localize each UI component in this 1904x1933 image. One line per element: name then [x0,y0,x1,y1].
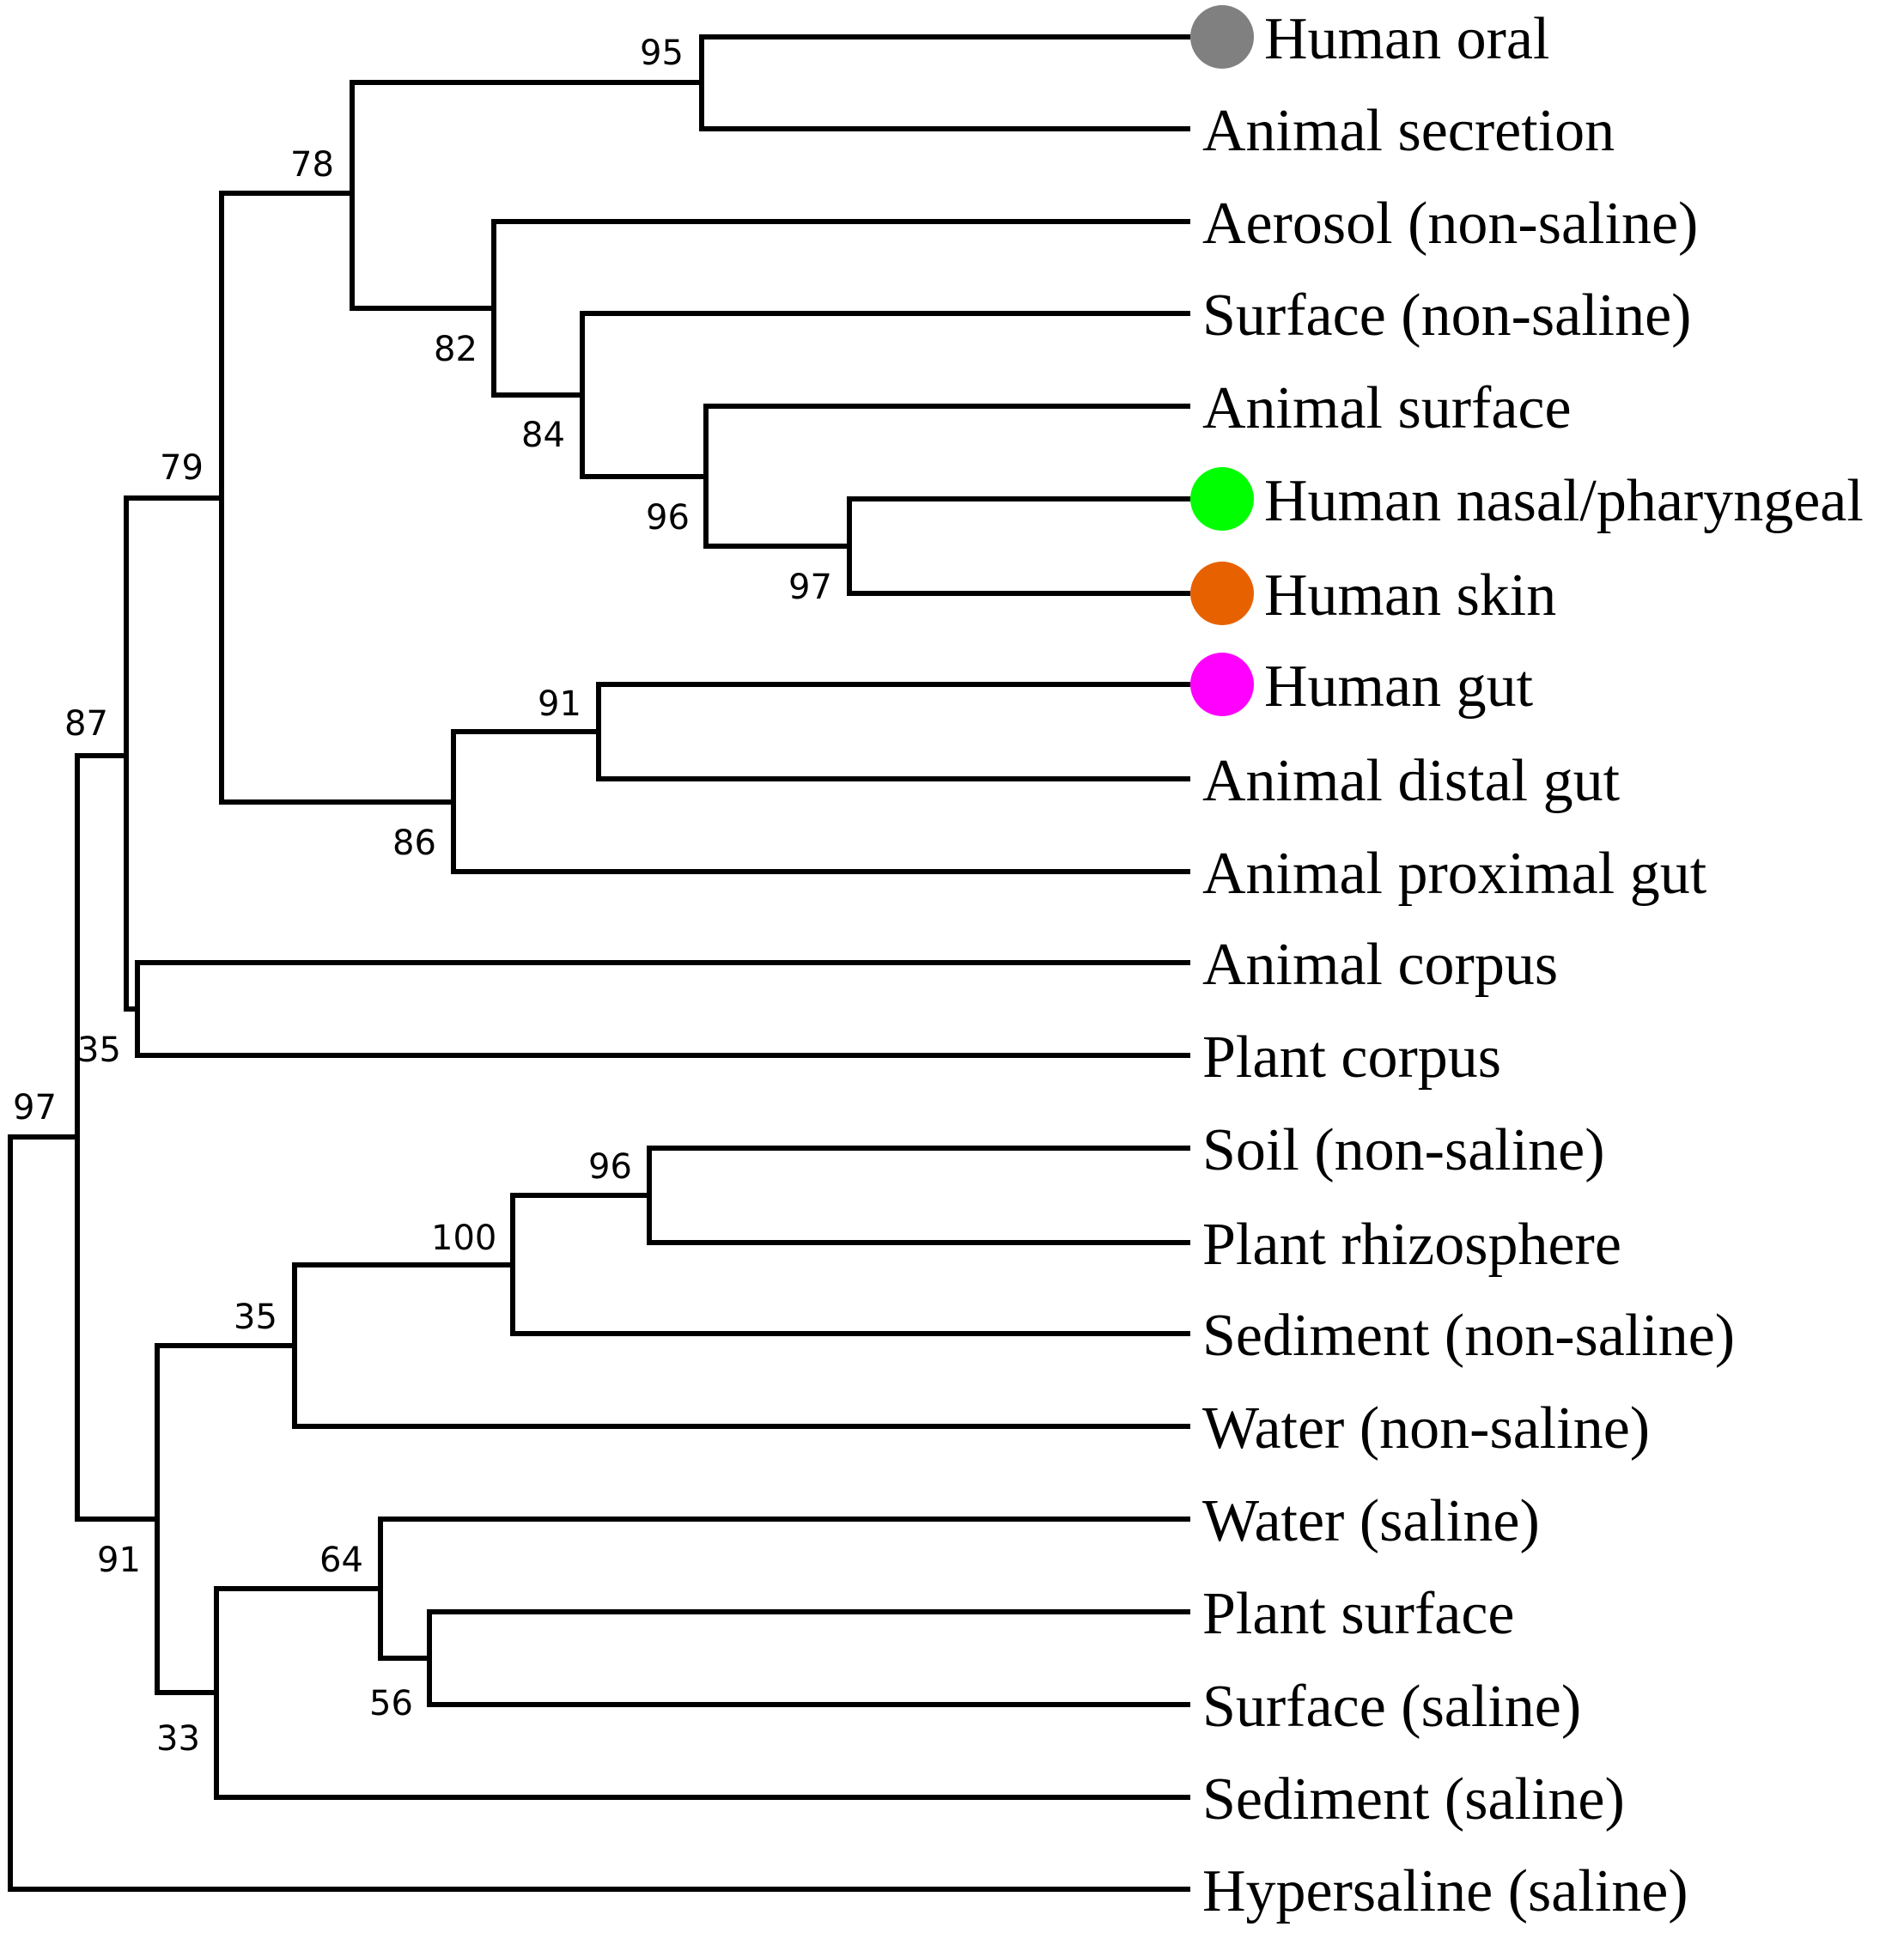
support-96a: 96 [646,498,690,538]
marker-human-oral [1190,5,1254,69]
support-64: 64 [319,1541,363,1580]
internal-branches [8,34,852,1892]
leaf-label-plant-corpus: Plant corpus [1202,1024,1501,1091]
support-82: 82 [434,330,478,369]
support-35b: 35 [234,1298,277,1337]
marker-human-skin [1190,562,1254,625]
leaf-labels: Human oral Animal secretion Aerosol (non… [1202,6,1864,1924]
leaf-label-aerosol-non-saline: Aerosol (non-saline) [1202,191,1698,257]
leaf-label-surface-saline: Surface (saline) [1202,1674,1581,1740]
support-84: 84 [521,416,565,455]
support-91a: 91 [538,684,581,724]
support-97b: 97 [13,1088,57,1128]
support-91b: 91 [97,1541,141,1580]
leaf-label-animal-corpus: Animal corpus [1202,932,1558,998]
leaf-label-water-non-saline: Water (non-saline) [1202,1395,1650,1462]
leaf-label-surface-non-saline: Surface (non-saline) [1202,283,1691,349]
leaf-label-sediment-non-saline: Sediment (non-saline) [1202,1303,1735,1369]
leaf-markers [1190,5,1254,716]
support-100: 100 [431,1219,496,1258]
support-78: 78 [290,145,334,185]
leaf-label-plant-rhizosphere: Plant rhizosphere [1202,1212,1621,1278]
support-96b: 96 [588,1147,632,1187]
leaf-label-hypersaline-saline: Hypersaline (saline) [1202,1858,1688,1924]
leaf-label-animal-proximal-gut: Animal proximal gut [1202,841,1707,907]
leaf-label-animal-distal-gut: Animal distal gut [1202,748,1621,814]
leaf-label-soil-non-saline: Soil (non-saline) [1202,1117,1605,1183]
leaf-label-human-nasal-pharyngeal: Human nasal/pharyngeal [1264,468,1864,534]
support-86: 86 [392,824,436,863]
support-56: 56 [369,1684,413,1723]
leaf-label-sediment-saline: Sediment (saline) [1202,1766,1625,1833]
support-79: 79 [160,448,204,488]
leaf-label-human-oral: Human oral [1264,6,1549,72]
leaf-label-water-saline: Water (saline) [1202,1488,1540,1554]
tip-branches [8,34,1190,1892]
support-35a: 35 [77,1030,121,1070]
support-87: 87 [64,704,108,744]
support-33: 33 [156,1719,200,1759]
support-97a: 97 [788,568,832,607]
leaf-label-human-gut: Human gut [1264,653,1534,720]
leaf-label-animal-surface: Animal surface [1202,375,1572,441]
marker-human-gut [1190,653,1254,716]
support-95: 95 [640,33,684,73]
leaf-label-plant-surface: Plant surface [1202,1581,1514,1647]
support-values: 95 78 82 84 79 96 97 91 87 86 35 97 96 1… [13,33,832,1759]
leaf-label-animal-secretion: Animal secretion [1202,98,1615,164]
leaf-label-human-skin: Human skin [1264,562,1556,629]
marker-human-nasal-pharyngeal [1190,467,1254,531]
